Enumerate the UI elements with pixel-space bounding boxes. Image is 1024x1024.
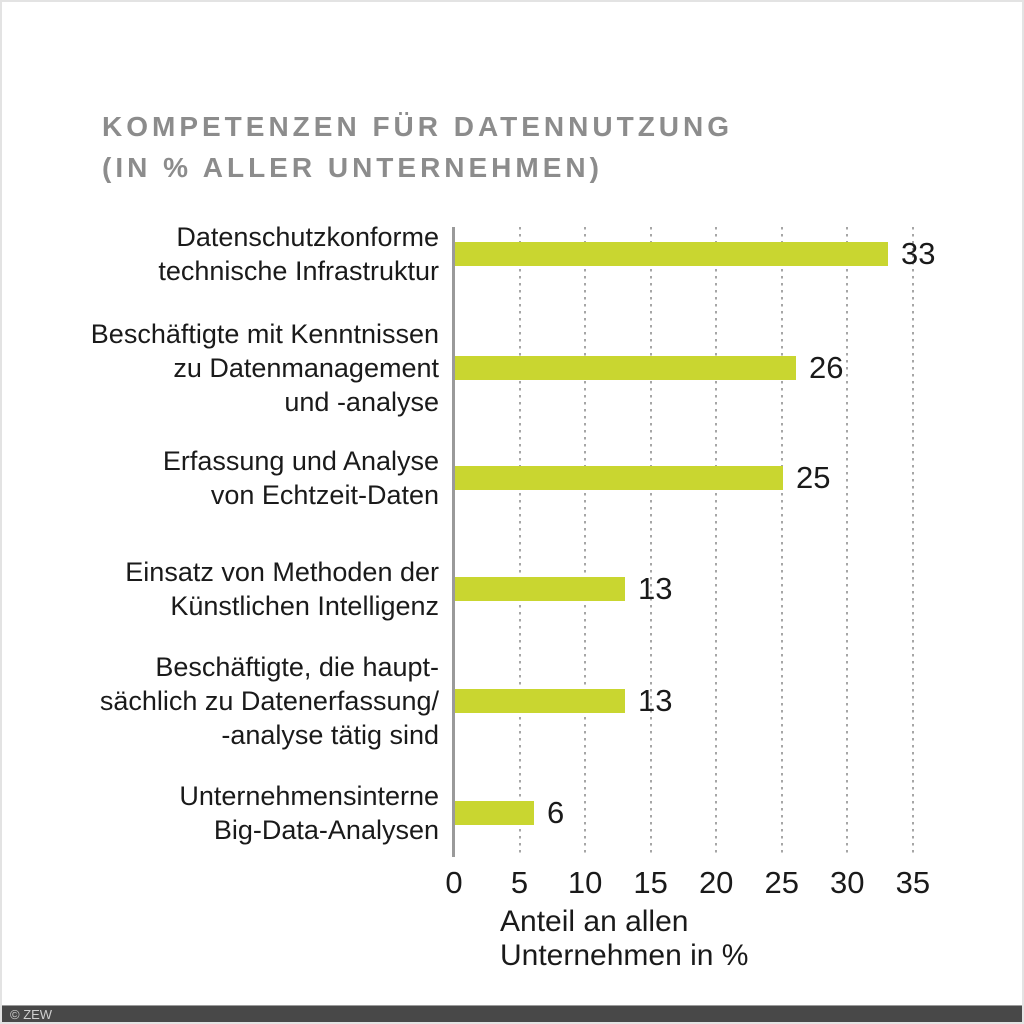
category-label-line: Künstlichen Intelligenz bbox=[170, 591, 439, 621]
category-label-line: und -analyse bbox=[284, 387, 439, 417]
x-tick-label: 30 bbox=[830, 865, 865, 900]
bar-value-label: 13 bbox=[638, 571, 673, 606]
bar-value-label: 6 bbox=[547, 795, 565, 830]
bar-row: 33 bbox=[455, 236, 935, 271]
bar-row: 26 bbox=[455, 350, 843, 385]
category-label-line: Datenschutzkonforme bbox=[176, 222, 439, 252]
category-label: Beschäftigte mit Kenntnissen zu Datenman… bbox=[2, 317, 439, 419]
x-tick-label: 5 bbox=[510, 865, 529, 900]
category-label-line: Big-Data-Analysen bbox=[213, 815, 439, 845]
category-label-line: sächlich zu Datenerfassung/ bbox=[99, 686, 439, 716]
footer-bar: © ZEW bbox=[2, 1005, 1022, 1022]
chart-title: KOMPETENZEN FÜR DATENNUTZUNG (IN % ALLER… bbox=[102, 106, 733, 188]
chart-title-line1: KOMPETENZEN FÜR DATENNUTZUNG bbox=[102, 111, 734, 142]
bar-value-label: 26 bbox=[809, 350, 844, 385]
bar-value-label: 25 bbox=[796, 460, 831, 495]
category-label: Erfassung und Analyse von Echtzeit-Daten bbox=[2, 444, 439, 512]
bar bbox=[455, 356, 796, 380]
x-tick-label: 20 bbox=[698, 865, 734, 900]
bar-row: 25 bbox=[455, 460, 830, 495]
bar-value-label: 13 bbox=[638, 683, 673, 718]
gridline bbox=[781, 227, 783, 857]
bar bbox=[455, 801, 534, 825]
gridline bbox=[846, 227, 848, 857]
x-tick-label: 35 bbox=[895, 865, 931, 900]
category-axis-line bbox=[452, 227, 455, 857]
bar-value-label: 33 bbox=[901, 236, 936, 271]
category-label-line: -analyse tätig sind bbox=[221, 720, 439, 750]
gridline bbox=[650, 227, 652, 857]
bar-row: 6 bbox=[455, 795, 564, 830]
bar bbox=[455, 466, 783, 490]
category-label-line: zu Datenmanagement bbox=[173, 353, 439, 383]
bar bbox=[455, 242, 888, 266]
x-tick-label: 25 bbox=[764, 865, 799, 900]
category-label-line: Erfassung und Analyse bbox=[162, 446, 439, 476]
category-label-line: Unternehmensinterne bbox=[179, 781, 439, 811]
gridline bbox=[584, 227, 586, 857]
x-tick-label: 10 bbox=[567, 865, 603, 900]
category-label: Unternehmensinterne Big-Data-Analysen bbox=[2, 779, 439, 847]
gridline bbox=[519, 227, 521, 857]
bar bbox=[455, 577, 625, 601]
gridline bbox=[912, 227, 914, 857]
x-axis-title: Anteil an allen Unternehmen in % bbox=[500, 905, 749, 972]
category-label: Datenschutzkonforme technische Infrastru… bbox=[2, 220, 439, 288]
category-label: Beschäftigte, die haupt- sächlich zu Dat… bbox=[2, 650, 439, 752]
copyright-label: © ZEW bbox=[10, 1006, 53, 1022]
category-label-line: technische Infrastruktur bbox=[158, 256, 439, 286]
bar-row: 13 bbox=[455, 683, 672, 718]
x-tick-label: 15 bbox=[633, 865, 668, 900]
category-label-line: von Echtzeit-Daten bbox=[210, 480, 439, 510]
bar-row: 13 bbox=[455, 571, 672, 606]
chart-title-line2: (IN % ALLER UNTERNEHMEN) bbox=[102, 152, 603, 183]
category-label-line: Einsatz von Methoden der bbox=[125, 557, 439, 587]
bar bbox=[455, 689, 625, 713]
category-label: Einsatz von Methoden der Künstlichen Int… bbox=[2, 555, 439, 623]
category-label-line: Beschäftigte, die haupt- bbox=[155, 652, 439, 682]
gridline bbox=[715, 227, 717, 857]
x-tick-label: 0 bbox=[445, 865, 463, 900]
category-label-line: Beschäftigte mit Kenntnissen bbox=[90, 319, 439, 349]
